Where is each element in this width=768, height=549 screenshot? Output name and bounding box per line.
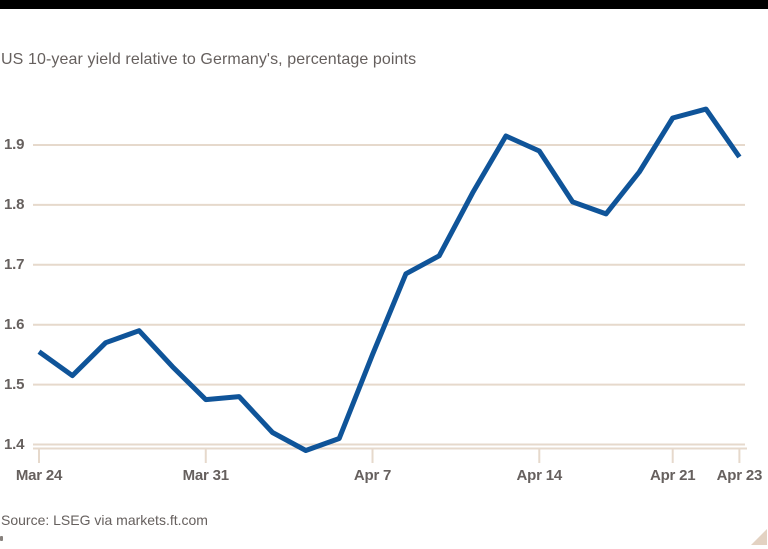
yield-spread-line <box>37 106 742 453</box>
stray-mark <box>0 536 3 541</box>
source-credit: Source: LSEG via markets.ft.com <box>1 512 208 528</box>
chart-title: US 10-year yield relative to Germany's, … <box>1 51 417 68</box>
top-accent-bar <box>0 0 768 9</box>
expand-triangle-icon <box>751 529 767 545</box>
